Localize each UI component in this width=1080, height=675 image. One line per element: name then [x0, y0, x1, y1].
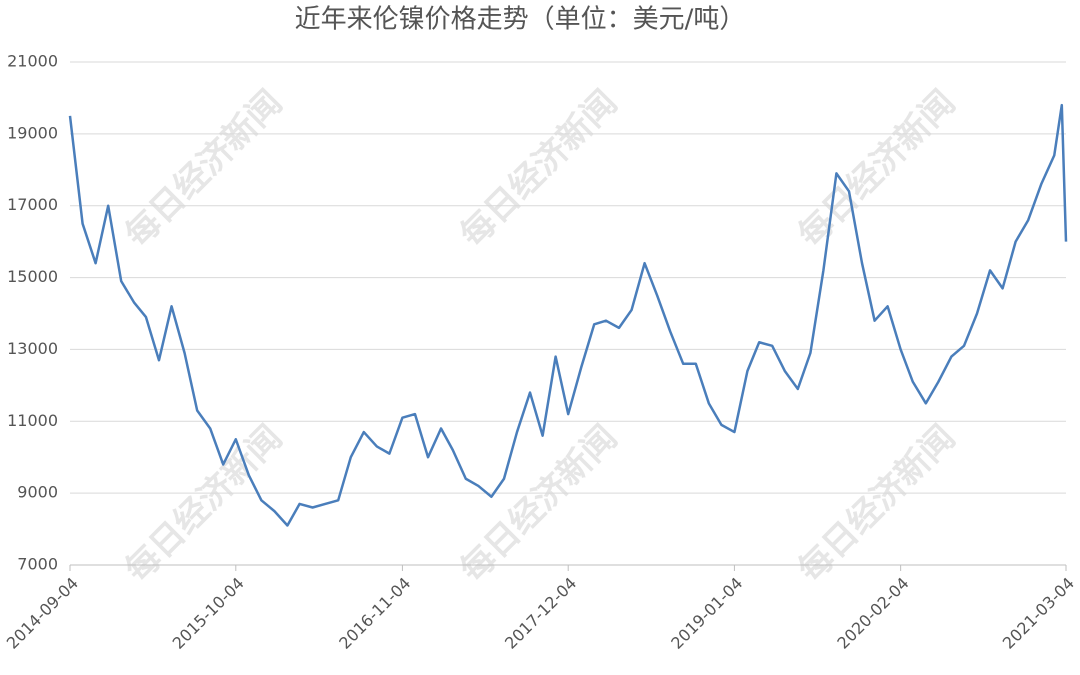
x-tick-label: 2017-12-04	[501, 574, 580, 653]
watermark: 每日经济新闻	[453, 418, 626, 591]
y-tick-label: 13000	[7, 339, 58, 358]
watermark: 每日经济新闻	[453, 83, 626, 256]
y-tick-label: 9000	[17, 483, 58, 502]
y-tick-label: 7000	[17, 555, 58, 574]
x-tick-label: 2020-02-04	[833, 574, 912, 653]
x-tick-label: 2021-03-04	[999, 574, 1078, 653]
watermark: 每日经济新闻	[791, 83, 964, 256]
y-tick-label: 19000	[7, 123, 58, 142]
y-tick-label: 11000	[7, 411, 58, 430]
price-line	[68, 103, 1068, 527]
watermark: 每日经济新闻	[791, 418, 964, 591]
watermark: 每日经济新闻	[118, 83, 291, 256]
x-tick-label: 2015-10-04	[169, 574, 248, 653]
x-tick-label: 2016-11-04	[335, 574, 414, 653]
y-tick-label: 17000	[7, 195, 58, 214]
chart-title: 近年来伦镍价格走势（单位：美元/吨）	[295, 5, 746, 35]
x-tick-label: 2014-09-04	[3, 574, 82, 653]
x-tick-label: 2019-01-04	[667, 574, 746, 653]
y-tick-label: 21000	[7, 52, 58, 71]
y-tick-label: 15000	[7, 267, 58, 286]
